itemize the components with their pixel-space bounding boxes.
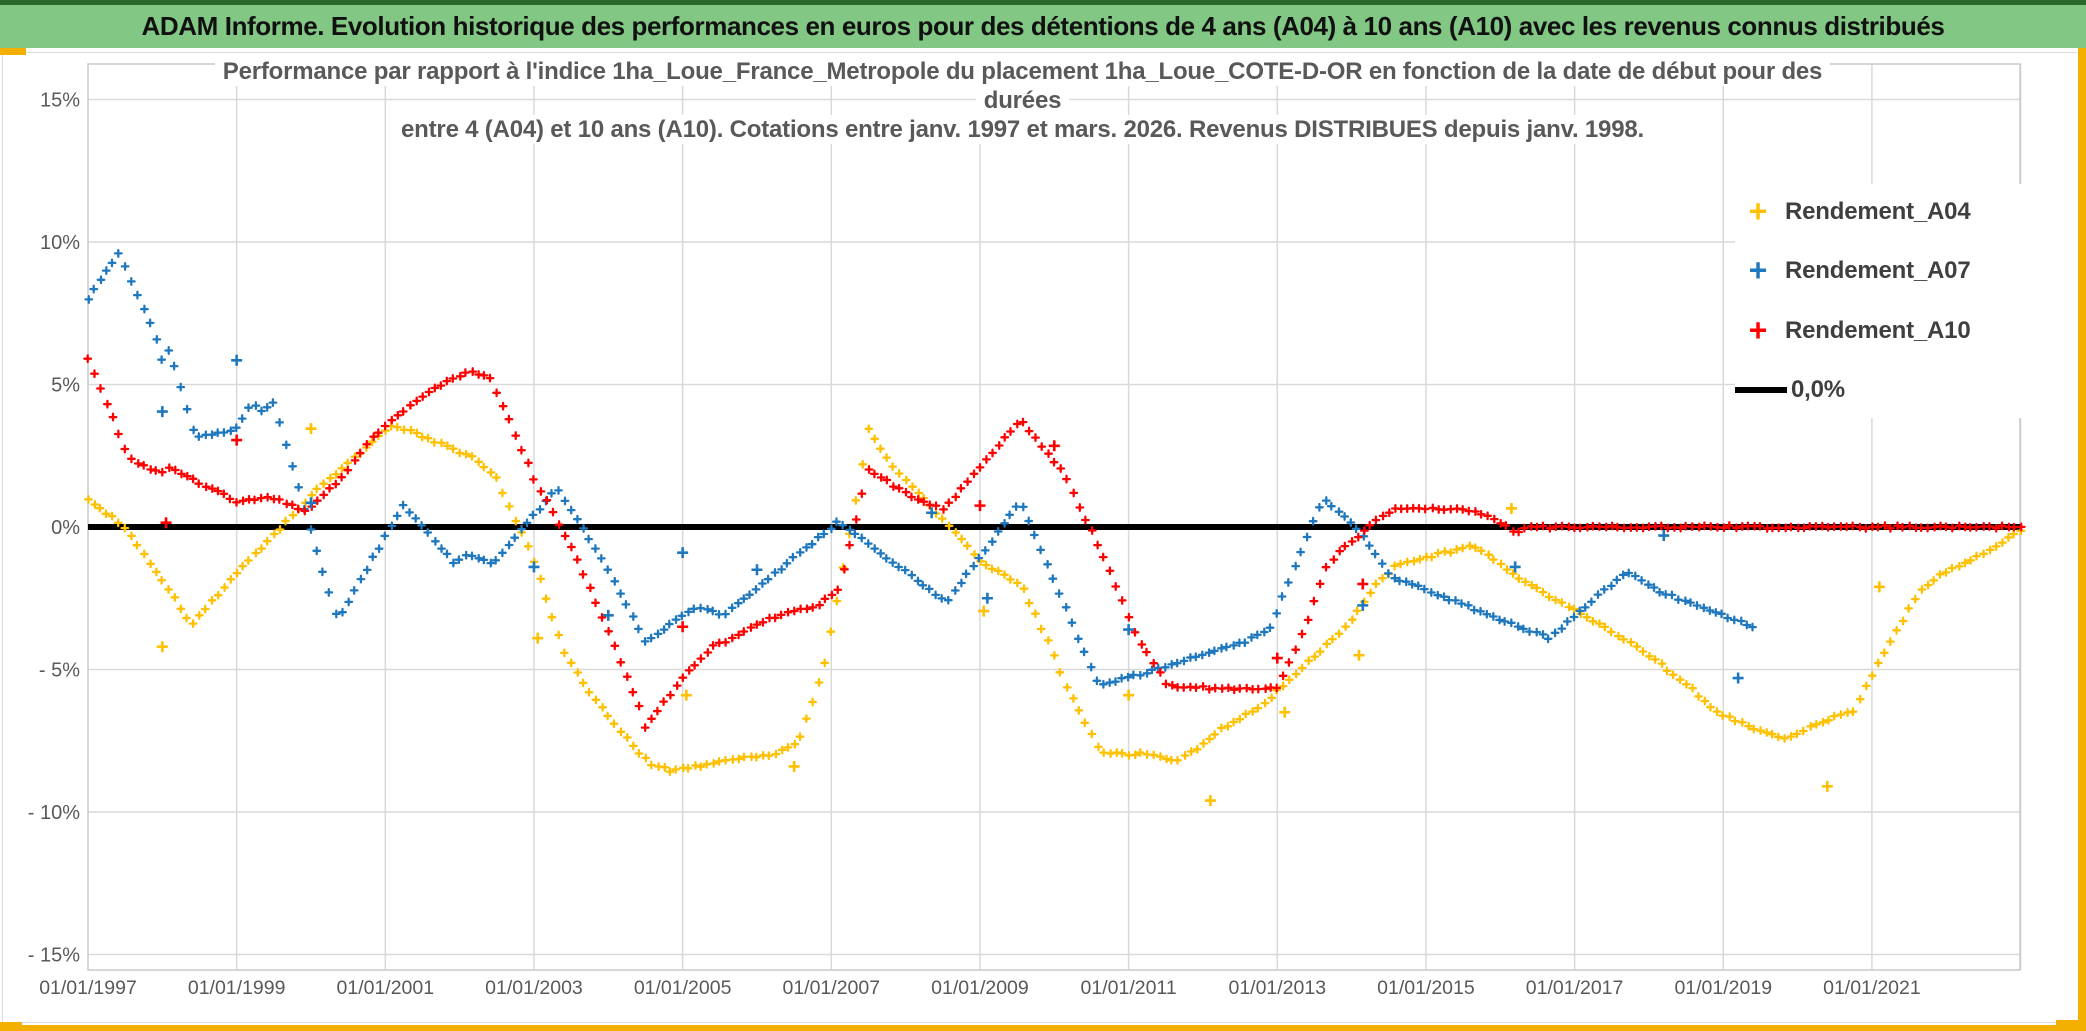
- y-axis-label: 5%: [51, 375, 80, 397]
- legend-label: Rendement_A07: [1785, 257, 1971, 285]
- chart-title-line-3: entre 4 (A04) et 10 ans (A10). Cotations…: [393, 115, 1652, 144]
- gold-accent-bottom-edge: [0, 1025, 2086, 1031]
- chart-title: Performance par rapport à l'indice 1ha_L…: [90, 57, 1955, 144]
- outlier-marker: [926, 507, 938, 519]
- plus-marker-icon: +: [1748, 253, 1768, 289]
- gold-accent-bottom-right: [2056, 1020, 2086, 1031]
- outlier-marker: [974, 500, 986, 512]
- outlier-marker: [1123, 624, 1135, 636]
- x-axis-label: 01/01/2003: [485, 977, 583, 999]
- rendement_a07-markers: [84, 248, 1757, 689]
- outlier-marker: [532, 632, 544, 644]
- outlier-marker: [677, 621, 689, 633]
- outlier-marker: [1505, 502, 1517, 514]
- x-axis-label: 01/01/2007: [782, 977, 880, 999]
- legend-label: Rendement_A04: [1785, 198, 1971, 225]
- zero-line-swatch-icon: [1735, 386, 1787, 393]
- y-axis-label: - 5%: [39, 660, 80, 682]
- y-axis-label: 0%: [51, 517, 80, 539]
- gold-accent-top-left: [0, 48, 26, 55]
- x-axis-label: 01/01/2011: [1081, 977, 1177, 999]
- chart-title-line-2: durées: [975, 86, 1070, 115]
- y-axis-label: 10%: [40, 232, 80, 254]
- title-bar: ADAM Informe. Evolution historique des p…: [0, 0, 2086, 48]
- outlier-marker: [1353, 649, 1365, 661]
- outlier-marker: [305, 497, 317, 509]
- outlier-marker: [1279, 706, 1291, 718]
- outlier-marker: [1123, 689, 1135, 701]
- legend-item-rendement-a07[interactable]: + Rendement_A07: [1735, 245, 2079, 297]
- gold-accent-right-edge: [2078, 48, 2086, 1031]
- x-axis-label: 01/01/2019: [1674, 977, 1772, 999]
- x-axis-label: 01/01/1999: [188, 977, 286, 999]
- chart-legend: + Rendement_A04 + Rendement_A07 + Rendem…: [1735, 184, 2079, 418]
- x-axis-label: 01/01/1997: [39, 977, 137, 999]
- outlier-marker: [1658, 530, 1670, 542]
- outlier-marker: [1357, 599, 1369, 611]
- x-axis-label: 01/01/2021: [1823, 977, 1921, 999]
- x-axis-label: 01/01/2015: [1377, 977, 1475, 999]
- outlier-marker: [528, 561, 540, 573]
- outlier-marker: [677, 547, 689, 559]
- x-axis-label: 01/01/2001: [337, 977, 435, 999]
- outlier-marker: [751, 564, 763, 576]
- outlier-marker: [1732, 672, 1744, 684]
- outlier-marker: [1357, 578, 1369, 590]
- outlier-marker: [1873, 581, 1885, 593]
- outlier-marker: [231, 354, 243, 366]
- x-axis-label: 01/01/2005: [634, 977, 732, 999]
- outlier-marker: [1271, 652, 1283, 664]
- x-axis-label: 01/01/2017: [1526, 977, 1624, 999]
- outlier-marker: [978, 605, 990, 617]
- outlier-marker: [788, 760, 800, 772]
- y-axis-label: - 10%: [28, 802, 80, 824]
- legend-label: 0,0%: [1791, 375, 1845, 403]
- outlier-marker: [680, 689, 692, 701]
- rendement_a10-markers: [83, 354, 2026, 733]
- outlier-marker: [1204, 795, 1216, 807]
- y-axis-label: 15%: [40, 90, 80, 112]
- rendement_a04-markers: [84, 421, 2026, 777]
- legend-label: Rendement_A10: [1785, 316, 1971, 344]
- outlier-marker: [1048, 440, 1060, 452]
- outlier-marker: [160, 517, 172, 529]
- outlier-marker: [156, 406, 168, 418]
- plot-border: [87, 63, 2021, 971]
- x-axis-label: 01/01/2013: [1228, 977, 1326, 999]
- outlier-marker: [305, 423, 317, 435]
- plus-marker-icon: +: [1748, 194, 1768, 229]
- gold-accent-bottom-left: [0, 1022, 22, 1031]
- plus-marker-icon: +: [1748, 312, 1768, 348]
- outlier-marker: [1509, 561, 1521, 573]
- outlier-marker: [602, 609, 614, 621]
- y-axis-label: - 15%: [28, 945, 80, 967]
- outlier-marker: [981, 592, 993, 604]
- outlier-marker: [1821, 780, 1833, 792]
- page-title: ADAM Informe. Evolution historique des p…: [141, 11, 1945, 41]
- outlier-marker: [156, 641, 168, 653]
- outlier-marker: [231, 434, 243, 446]
- x-axis-label: 01/01/2009: [931, 977, 1029, 999]
- chart-title-line-1: Performance par rapport à l'indice 1ha_L…: [214, 57, 1831, 86]
- legend-item-rendement-a04[interactable]: + Rendement_A04: [1735, 186, 2079, 238]
- legend-item-rendement-a10[interactable]: + Rendement_A10: [1735, 305, 2079, 357]
- legend-item-zero-line[interactable]: 0,0%: [1735, 364, 2079, 416]
